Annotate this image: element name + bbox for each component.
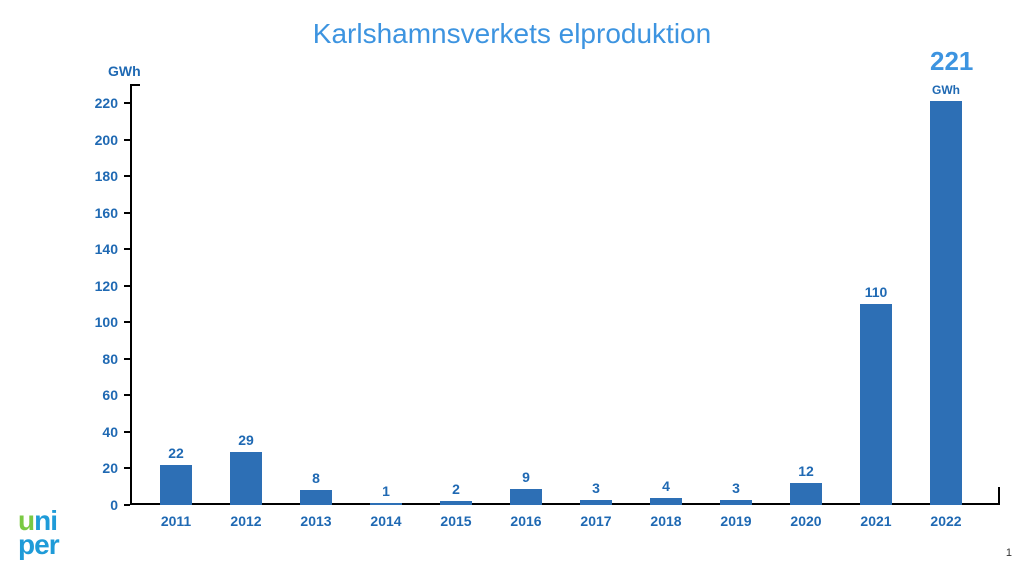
y-axis-unit: GWh xyxy=(108,63,141,79)
x-tick-label: 2013 xyxy=(300,513,331,529)
bar: 29 xyxy=(230,452,262,505)
y-tick-label: 120 xyxy=(95,278,118,294)
y-tick xyxy=(124,321,130,323)
bar: 2 xyxy=(440,501,472,505)
y-tick xyxy=(124,102,130,104)
bar-value-sublabel: GWh xyxy=(930,83,962,97)
x-tick-label: 2022 xyxy=(930,513,961,529)
bar: 22 xyxy=(160,465,192,505)
y-axis-cap xyxy=(130,84,140,86)
bar: 221GWh xyxy=(930,101,962,505)
uniper-logo: uni per xyxy=(18,509,59,557)
y-tick xyxy=(124,175,130,177)
logo-letter-r: r xyxy=(49,533,59,557)
bar: 110 xyxy=(860,304,892,505)
page-number: 1 xyxy=(1006,547,1012,559)
y-tick xyxy=(124,358,130,360)
y-tick xyxy=(124,467,130,469)
logo-letter-e: e xyxy=(34,533,49,557)
bar-value-label: 2 xyxy=(440,481,472,497)
bar-value-label: 3 xyxy=(580,480,612,496)
y-tick-label: 220 xyxy=(95,95,118,111)
y-tick xyxy=(124,212,130,214)
y-tick-label: 160 xyxy=(95,205,118,221)
y-tick-label: 40 xyxy=(102,424,118,440)
x-tick-label: 2017 xyxy=(580,513,611,529)
bar-value-label: 3 xyxy=(720,480,752,496)
x-tick-label: 2018 xyxy=(650,513,681,529)
logo-letter-p: p xyxy=(18,533,34,557)
y-tick xyxy=(124,248,130,250)
y-tick-label: 200 xyxy=(95,132,118,148)
y-tick-label: 80 xyxy=(102,351,118,367)
bar-value-label: 221 xyxy=(930,46,962,77)
x-axis-right-stub xyxy=(998,487,1000,505)
bar: 8 xyxy=(300,490,332,505)
y-tick xyxy=(124,394,130,396)
bar: 4 xyxy=(650,498,682,505)
y-tick xyxy=(124,285,130,287)
bar: 3 xyxy=(720,500,752,505)
chart-title: Karlshamnsverkets elproduktion xyxy=(0,18,1024,50)
x-tick-label: 2012 xyxy=(230,513,261,529)
y-tick-label: 100 xyxy=(95,314,118,330)
x-tick-label: 2016 xyxy=(510,513,541,529)
bar-value-label: 1 xyxy=(370,483,402,499)
bar-value-label: 110 xyxy=(860,284,892,300)
bar-value-label: 12 xyxy=(790,463,822,479)
y-tick-label: 60 xyxy=(102,387,118,403)
bar-value-label: 9 xyxy=(510,469,542,485)
bar-value-label: 8 xyxy=(300,470,332,486)
x-tick-label: 2015 xyxy=(440,513,471,529)
bar: 9 xyxy=(510,489,542,505)
y-tick-label: 140 xyxy=(95,241,118,257)
y-tick xyxy=(124,504,130,506)
x-tick-label: 2020 xyxy=(790,513,821,529)
bar: 3 xyxy=(580,500,612,505)
logo-letter-i: i xyxy=(50,509,57,533)
x-tick-label: 2019 xyxy=(720,513,751,529)
y-tick-label: 180 xyxy=(95,168,118,184)
x-tick-label: 2011 xyxy=(161,513,191,529)
chart-plot-area: 0204060801001201401601802002202220112920… xyxy=(130,85,1000,505)
y-axis-line xyxy=(130,85,132,505)
bar: 1 xyxy=(370,503,402,505)
y-tick xyxy=(124,139,130,141)
bar-value-label: 4 xyxy=(650,478,682,494)
x-tick-label: 2021 xyxy=(860,513,891,529)
y-tick-label: 20 xyxy=(102,460,118,476)
bar: 12 xyxy=(790,483,822,505)
y-tick xyxy=(124,431,130,433)
x-tick-label: 2014 xyxy=(370,513,401,529)
bar-value-label: 29 xyxy=(230,432,262,448)
y-tick-label: 0 xyxy=(110,497,118,513)
bar-value-label: 22 xyxy=(160,445,192,461)
